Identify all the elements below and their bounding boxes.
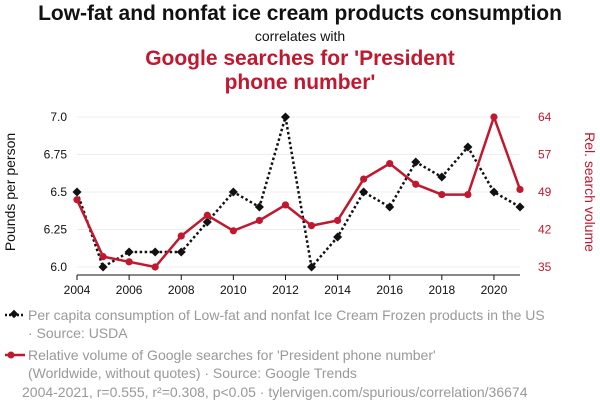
data-point-consumption: [150, 247, 160, 257]
data-point-consumption: [333, 232, 343, 242]
data-point-searches: [125, 258, 133, 266]
data-point-searches: [412, 180, 420, 188]
legend-symbol-solid-circle: [5, 351, 25, 359]
data-point-consumption: [72, 187, 82, 197]
data-point-consumption: [202, 217, 212, 227]
chart-title: Low-fat and nonfat ice cream products co…: [38, 2, 562, 25]
data-point-searches: [229, 227, 237, 235]
data-point-consumption: [228, 187, 238, 197]
y-tick-label-left: 6.75: [44, 148, 68, 162]
y-tick-label-right: 64: [538, 110, 552, 124]
data-point-searches: [333, 216, 342, 225]
x-tick-label: 2010: [220, 283, 247, 297]
data-point-searches: [386, 159, 394, 168]
y-tick-label-left: 6.25: [44, 223, 68, 237]
x-tick-label: 2020: [481, 283, 508, 297]
data-point-consumption: [489, 187, 499, 197]
data-point-consumption: [437, 172, 447, 182]
legend-symbol-dotted-diamond: [5, 309, 25, 319]
x-tick-label: 2014: [324, 283, 351, 297]
footer-stats: 2004-2021, r=0.555, r²=0.308, p<0.05 · t…: [22, 384, 528, 400]
y-tick-label-left: 6.0: [50, 260, 67, 274]
x-tick-label: 2012: [272, 283, 299, 297]
data-point-searches: [490, 113, 498, 121]
data-point-searches: [281, 201, 290, 209]
y-tick-label-left: 6.5: [50, 185, 67, 199]
legend-source-series2: (Worldwide, without quotes) · Source: Go…: [28, 365, 357, 381]
x-tick-label: 2018: [428, 283, 455, 297]
data-point-consumption: [280, 112, 290, 122]
x-tick-label: 2004: [64, 283, 91, 297]
data-point-searches: [255, 216, 264, 225]
y-tick-label-right: 49: [538, 185, 552, 199]
y-tick-label-right: 35: [538, 260, 552, 274]
data-point-consumption: [359, 187, 369, 197]
data-point-consumption: [124, 247, 134, 257]
legend-source-series1: · Source: USDA: [28, 325, 128, 341]
y-axis-label-left: Pounds per person: [2, 133, 18, 251]
x-tick-label: 2006: [116, 283, 143, 297]
data-point-searches: [438, 190, 446, 199]
data-point-consumption: [176, 247, 186, 257]
data-point-searches: [516, 185, 524, 194]
data-point-searches: [203, 211, 211, 219]
data-point-consumption: [385, 202, 395, 212]
data-point-searches: [99, 253, 107, 261]
data-point-searches: [73, 196, 81, 204]
chart-title-secondary: Google searches for 'President phone num…: [100, 47, 500, 95]
data-point-searches: [360, 175, 368, 183]
title2-line2: phone number': [224, 71, 376, 94]
data-point-consumption: [515, 202, 525, 212]
legend-label-series2: Relative volume of Google searches for '…: [28, 347, 436, 363]
data-point-searches: [177, 232, 185, 240]
y-tick-label-right: 42: [538, 223, 552, 237]
legend-label-series1: Per capita consumption of Low-fat and no…: [28, 307, 545, 323]
data-point-consumption: [98, 262, 108, 272]
y-axis-label-right: Rel. search volume: [582, 132, 598, 252]
data-point-searches: [464, 190, 472, 199]
axes: 6.0 35 6.25 42 6.5 49 6.75 57 7.0 64 2004 2006 2008 2…: [44, 110, 552, 297]
data-point-searches: [151, 263, 159, 271]
y-tick-label-right: 57: [538, 148, 552, 162]
title2-line1: Google searches for 'President: [145, 47, 455, 70]
x-tick-label: 2016: [376, 283, 403, 297]
x-tick-label: 2008: [168, 283, 195, 297]
y-tick-label-left: 7.0: [50, 110, 67, 124]
series-line-searches: [75, 113, 522, 269]
chart-subtitle: correlates with: [254, 28, 346, 44]
data-point-searches: [307, 222, 316, 230]
